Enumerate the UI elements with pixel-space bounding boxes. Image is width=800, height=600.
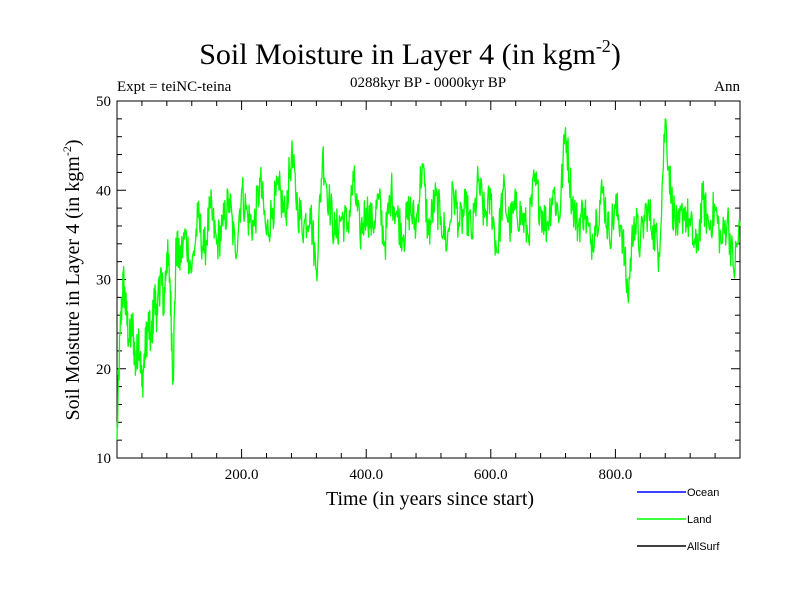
y-axis-ticks: 10 20 30 40 50 (96, 94, 740, 467)
legend-label-allsurf: AllSurf (687, 541, 720, 553)
chart-title: Soil Moisture in Layer 4 (in kgm-2) (199, 36, 621, 71)
x-tick-label: 400.0 (349, 467, 383, 483)
y-axis-label-sup: -2 (60, 146, 74, 156)
chart-title-sup: -2 (596, 36, 611, 56)
chart-title-main: Soil Moisture in Layer 4 (in kgm (199, 38, 596, 71)
x-tick-label: 200.0 (225, 467, 259, 483)
y-axis-label: Soil Moisture in Layer 4 (in kgm-2) (60, 139, 84, 420)
legend-label-land: Land (687, 514, 711, 526)
y-tick-label: 40 (96, 183, 111, 199)
chart-title-close: ) (611, 38, 621, 71)
experiment-label: Expt = teiNC-teina (117, 79, 232, 95)
y-axis-label-main: Soil Moisture in Layer 4 (in kgm (62, 156, 84, 421)
y-tick-label: 20 (96, 362, 111, 378)
y-tick-label: 30 (96, 273, 111, 289)
x-tick-label: 600.0 (474, 467, 508, 483)
chart-subtitle: 0288kyr BP - 0000kyr BP (350, 75, 506, 91)
season-label: Ann (714, 79, 740, 95)
x-axis-label: Time (in years since start) (326, 488, 534, 510)
series-layer (116, 118, 741, 441)
x-axis-ticks: 200.0 400.0 600.0 800.0 (141, 101, 741, 483)
y-tick-label: 10 (96, 451, 111, 467)
legend-label-ocean: Ocean (687, 487, 719, 499)
plot-frame (116, 100, 741, 459)
y-tick-label: 50 (96, 94, 111, 110)
series-line-land (116, 118, 741, 441)
y-axis-label-close: ) (62, 139, 84, 146)
legend: Ocean Land AllSurf (637, 487, 720, 553)
x-tick-label: 800.0 (599, 467, 633, 483)
